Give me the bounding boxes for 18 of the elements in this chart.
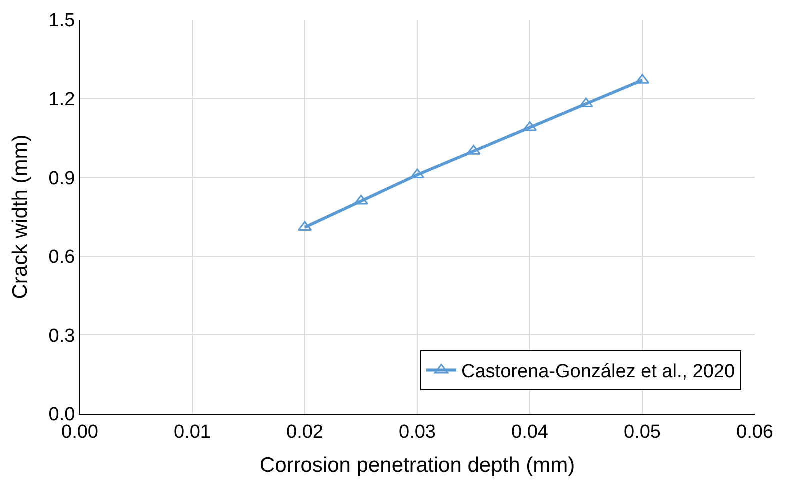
legend-label: Castorena-González et al., 2020: [462, 362, 736, 383]
x-tick-label: 0.05: [624, 422, 661, 443]
y-tick-label: 1.2: [48, 89, 76, 110]
x-tick-label: 0.06: [736, 422, 774, 443]
y-tick-label: 0.6: [48, 247, 76, 268]
point: [354, 194, 368, 205]
x-tick-label: 0.02: [286, 422, 324, 443]
point: [298, 221, 312, 232]
x-axis-title: Corrosion penetration depth (mm): [260, 454, 576, 477]
y-tick-label: 1.5: [48, 10, 76, 32]
x-tick-label: 0.04: [512, 422, 549, 443]
x-tick-label: 0.01: [174, 422, 211, 443]
point: [522, 121, 538, 132]
y-tick-label: 0.9: [48, 168, 76, 190]
y-tick-label: 0.3: [48, 326, 76, 347]
x-tick-label: 0.03: [399, 422, 436, 443]
point: [579, 98, 594, 108]
y-axis-title: Crack width (mm): [8, 134, 32, 300]
